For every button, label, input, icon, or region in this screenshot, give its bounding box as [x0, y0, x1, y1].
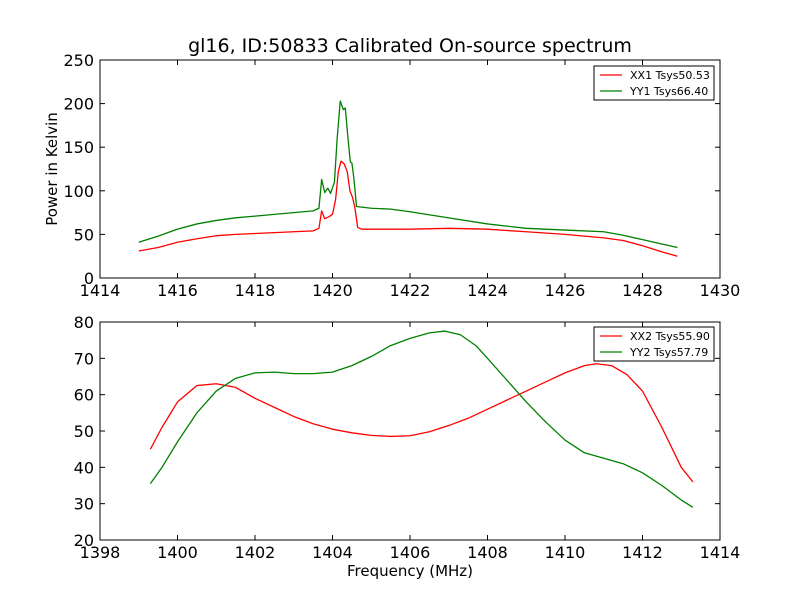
top-x-tick-label: 1430 [700, 281, 741, 300]
bottom-x-tick-label: 1408 [467, 543, 508, 562]
bottom-x-tick-label: 1412 [622, 543, 663, 562]
top-series-line-xx [138, 160, 678, 257]
bottom-y-tick-label: 60 [74, 386, 94, 405]
bottom-legend-label-xx2: XX2 Tsys55.90 [630, 330, 710, 343]
chart-title: gl16, ID:50833 Calibrated On-source spec… [188, 35, 632, 57]
top-legend: XX1 Tsys50.53 YY1 Tsys66.40 [593, 65, 715, 101]
bottom-y-tick-label: 20 [74, 531, 94, 550]
bottom-legend: XX2 Tsys55.90 YY2 Tsys57.79 [593, 326, 715, 362]
top-y-tick-label: 0 [84, 269, 94, 288]
bottom-legend-label-yy2: YY2 Tsys57.79 [629, 346, 708, 359]
bottom-x-tick-label: 1414 [700, 543, 741, 562]
bottom-series-line-xx [149, 363, 694, 483]
top-x-tick-label: 1414 [80, 281, 121, 300]
bottom-x-tick-label: 1402 [235, 543, 276, 562]
bottom-plot-frame [99, 321, 721, 541]
bottom-axis-ticks: 1398 1400 1402 1404 1406 1408 1410 1412 1414 20 30… [74, 313, 741, 562]
top-x-tick-label: 1422 [390, 281, 431, 300]
top-plot-frame [99, 59, 721, 279]
bottom-y-tick-label: 30 [74, 495, 94, 514]
bottom-x-tick-label: 1410 [545, 543, 586, 562]
top-panel: gl16, ID:50833 Calibrated On-source spec… [43, 35, 740, 300]
top-series-group [138, 100, 678, 257]
top-x-tick-label: 1426 [545, 281, 586, 300]
top-y-tick-label: 150 [63, 138, 94, 157]
bottom-x-tick-label: 1400 [157, 543, 198, 562]
top-y-axis-label: Power in Kelvin [43, 112, 61, 226]
bottom-y-tick-label: 40 [74, 458, 94, 477]
top-axis-ticks: 1414 1416 1418 1420 1422 1424 1426 1428 1430 0 50 1… [63, 51, 740, 300]
top-y-tick-label: 50 [74, 225, 94, 244]
bottom-y-tick-label: 70 [74, 349, 94, 368]
bottom-series-group [149, 330, 694, 508]
top-series-line-yy [138, 100, 678, 249]
bottom-x-axis-label: Frequency (MHz) [347, 562, 473, 580]
top-x-tick-label: 1420 [312, 281, 353, 300]
top-legend-label-yy1: YY1 Tsys66.40 [629, 85, 708, 98]
top-x-tick-label: 1428 [622, 281, 663, 300]
top-x-tick-label: 1424 [467, 281, 508, 300]
top-x-tick-label: 1418 [235, 281, 276, 300]
top-y-tick-label: 250 [63, 51, 94, 70]
bottom-x-tick-label: 1404 [312, 543, 353, 562]
bottom-legend-box [593, 326, 715, 362]
top-y-tick-label: 200 [63, 95, 94, 114]
top-legend-label-xx1: XX1 Tsys50.53 [630, 69, 710, 82]
bottom-x-tick-label: 1398 [80, 543, 121, 562]
top-legend-box [593, 65, 715, 101]
top-y-tick-label: 100 [63, 182, 94, 201]
top-x-tick-label: 1416 [157, 281, 198, 300]
bottom-panel: Frequency (MHz) 1398 1400 1402 1404 1406 1408… [74, 313, 741, 580]
bottom-y-tick-label: 50 [74, 422, 94, 441]
bottom-series-line-yy [149, 330, 694, 508]
bottom-y-tick-label: 80 [74, 313, 94, 332]
bottom-x-tick-label: 1406 [390, 543, 431, 562]
